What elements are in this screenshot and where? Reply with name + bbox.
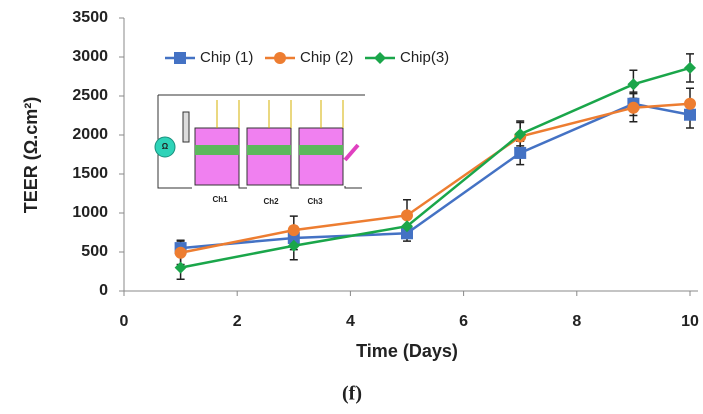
- marker: [514, 146, 527, 159]
- inset-label: Ch2: [263, 197, 279, 206]
- inset-membrane: [299, 145, 343, 155]
- marker: [684, 61, 696, 74]
- inset-chamber: [246, 127, 292, 186]
- y-tick-label: 2500: [72, 87, 108, 104]
- inset-ohmmeter: [154, 136, 176, 158]
- inset-label: Ω: [162, 142, 169, 151]
- inset-pipette: [343, 143, 360, 162]
- marker: [401, 220, 413, 233]
- series-line: [180, 102, 691, 255]
- x-tick-label: 8: [572, 313, 581, 330]
- legend-label: Chip (2): [300, 49, 353, 66]
- marker: [684, 108, 696, 121]
- inset-chamber: [194, 127, 240, 186]
- inset-membrane: [247, 145, 291, 155]
- marker: [401, 227, 413, 240]
- marker: [514, 128, 527, 141]
- y-tick-label: 500: [81, 243, 108, 260]
- y-tick-label: 3000: [72, 48, 108, 65]
- legend-label: Chip(3): [400, 49, 449, 66]
- marker: [174, 261, 187, 274]
- y-tick-label: 2000: [72, 126, 108, 143]
- y-tick-label: 3500: [72, 9, 108, 26]
- marker: [287, 239, 300, 252]
- marker: [174, 52, 186, 64]
- marker: [684, 97, 696, 110]
- marker: [401, 209, 413, 222]
- marker: [174, 246, 187, 259]
- inset-wire: [157, 94, 365, 189]
- x-tick-label: 4: [346, 313, 355, 330]
- inset-chamber: [298, 127, 344, 186]
- legend-label: Chip (1): [200, 49, 253, 66]
- inset-schematic: [154, 94, 365, 189]
- y-tick-label: 1500: [72, 165, 108, 182]
- inset-membrane: [195, 145, 239, 155]
- marker: [627, 101, 640, 114]
- x-tick-label: 2: [233, 313, 242, 330]
- y-tick-label: 1000: [72, 204, 108, 221]
- x-axis-label: Time (Days): [356, 341, 458, 361]
- series-line: [180, 66, 691, 269]
- marker: [627, 78, 640, 91]
- series-line: [180, 102, 691, 250]
- inset-electrode: [216, 100, 344, 128]
- marker: [287, 224, 300, 237]
- x-tick-label: 0: [120, 313, 129, 330]
- inset-syringe: [182, 111, 190, 143]
- marker: [374, 52, 386, 64]
- marker: [274, 52, 286, 64]
- inset-label: Ch1: [212, 195, 228, 204]
- caption: (f): [342, 383, 362, 405]
- x-tick-label: 6: [459, 313, 468, 330]
- y-axis-label: TEER (Ω.cm²): [21, 97, 41, 213]
- inset-label: Ch3: [307, 197, 323, 206]
- x-tick-label: 10: [681, 313, 699, 330]
- inset-link: [238, 185, 299, 189]
- y-tick-label: 0: [99, 282, 108, 299]
